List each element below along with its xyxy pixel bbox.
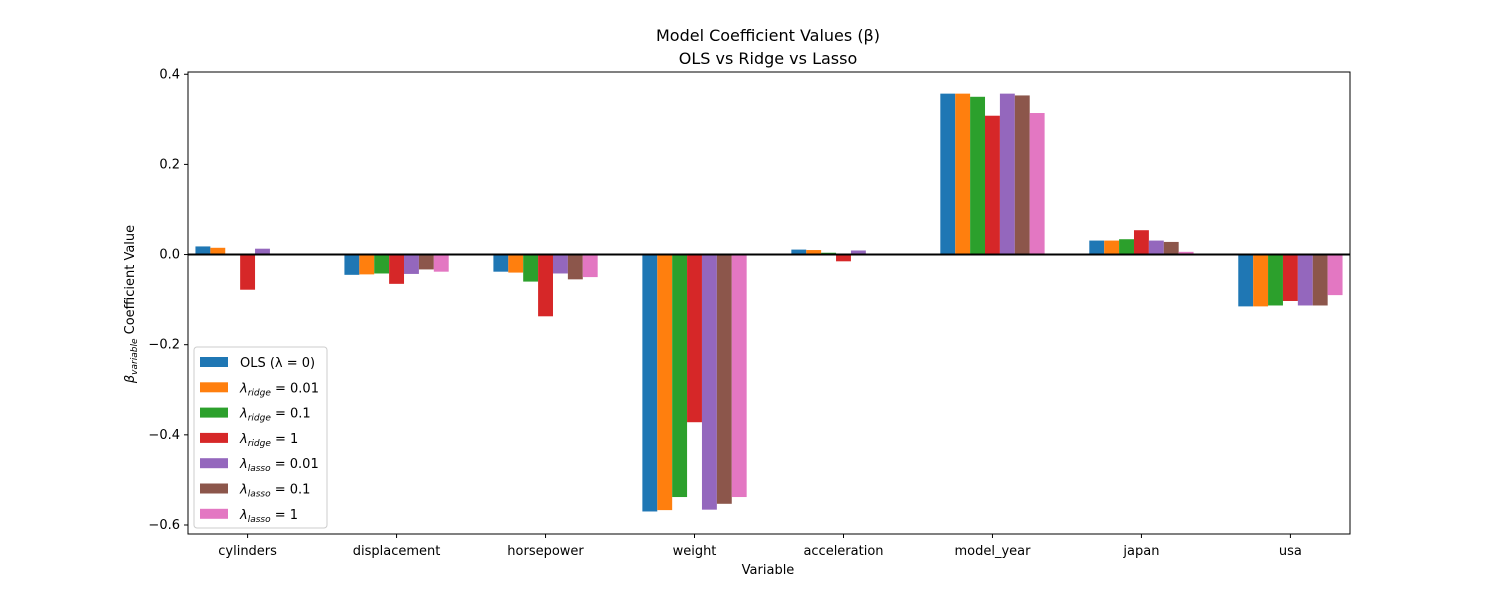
bar xyxy=(195,246,211,255)
y-axis-label: βvariable Coefficient Value xyxy=(123,225,140,384)
x-tick-label: usa xyxy=(1279,544,1302,559)
legend-label: λridge = 1 xyxy=(239,432,298,449)
bar xyxy=(538,254,553,317)
bar xyxy=(1238,254,1254,307)
legend: OLS (λ = 0) λridge = 0.01 λridge = 0.1 λrid… xyxy=(193,346,328,529)
bar xyxy=(433,254,449,272)
bar xyxy=(955,93,971,255)
bar xyxy=(716,254,732,504)
bar xyxy=(508,254,524,273)
legend-swatch xyxy=(200,508,228,519)
bar xyxy=(1268,254,1283,306)
bar xyxy=(985,115,1000,255)
bar xyxy=(1253,254,1269,307)
x-tick-label: weight xyxy=(673,544,717,559)
bar xyxy=(1312,254,1328,306)
bar xyxy=(1104,240,1120,255)
bar xyxy=(1119,239,1134,255)
bar xyxy=(1089,240,1105,255)
bar xyxy=(210,247,226,255)
bar xyxy=(850,250,866,255)
bar xyxy=(1163,241,1179,255)
legend-label: λlasso = 1 xyxy=(239,508,298,525)
bar xyxy=(493,254,509,272)
y-tick-label: 0.4 xyxy=(159,67,180,82)
bar xyxy=(567,254,583,280)
legend-swatch xyxy=(200,458,228,469)
bar xyxy=(418,254,434,270)
legend-label: λridge = 0.01 xyxy=(239,381,319,398)
bar xyxy=(582,254,598,278)
legend-swatch xyxy=(200,432,228,443)
bar xyxy=(1178,251,1194,255)
bar xyxy=(1282,254,1298,301)
y-tick-label: 0.0 xyxy=(159,248,180,263)
bar xyxy=(359,254,375,275)
bar xyxy=(970,96,986,255)
bar xyxy=(344,254,360,275)
legend-label: OLS (λ = 0) xyxy=(240,356,315,371)
bar xyxy=(1014,95,1030,255)
bar xyxy=(255,248,270,255)
bar xyxy=(701,254,717,510)
legend-swatch xyxy=(200,483,228,494)
bar xyxy=(687,254,702,423)
bar xyxy=(836,254,851,262)
bar xyxy=(1133,230,1149,255)
legend-swatch xyxy=(200,382,228,393)
bar xyxy=(374,254,390,274)
bar xyxy=(731,254,747,498)
bar xyxy=(1029,113,1045,255)
bar xyxy=(1327,254,1343,296)
bar xyxy=(1148,240,1164,255)
bar xyxy=(806,250,822,255)
bar xyxy=(523,254,539,282)
y-tick-label: −0.2 xyxy=(148,338,180,353)
bar xyxy=(389,254,405,284)
bar xyxy=(940,93,956,255)
x-tick-label: japan xyxy=(1122,544,1159,559)
chart-title-line1: Model Coefficient Values (β) xyxy=(656,26,880,45)
x-tick-label: horsepower xyxy=(507,544,584,559)
bar xyxy=(552,254,568,274)
bar xyxy=(672,254,688,498)
x-tick-label: acceleration xyxy=(803,544,883,559)
legend-swatch xyxy=(200,357,228,367)
plot-area: 0.4 0.2 0.0 −0.2 −0.4 −0.6 cylinders displaceme… xyxy=(148,67,1351,559)
x-tick-label: model_year xyxy=(954,544,1031,559)
bar xyxy=(240,254,256,290)
legend-label: λlasso = 0.01 xyxy=(239,457,319,474)
x-axis-label: Variable xyxy=(742,563,795,578)
legend-label: λlasso = 0.1 xyxy=(239,483,310,500)
bar xyxy=(657,254,673,511)
bar xyxy=(791,249,807,255)
legend-label: λridge = 0.1 xyxy=(239,407,311,424)
chart-title-line2: OLS vs Ridge vs Lasso xyxy=(679,49,858,68)
x-tick-label: cylinders xyxy=(218,544,277,559)
legend-swatch xyxy=(200,407,228,418)
y-tick-label: 0.2 xyxy=(159,157,180,172)
bar xyxy=(642,254,658,512)
bar xyxy=(1297,254,1313,306)
bar xyxy=(999,93,1015,255)
plot-frame xyxy=(187,71,1351,535)
y-tick-label: −0.6 xyxy=(148,518,180,533)
bar xyxy=(404,254,419,274)
x-tick-label: displacement xyxy=(353,544,441,559)
y-tick-label: −0.4 xyxy=(148,428,180,443)
